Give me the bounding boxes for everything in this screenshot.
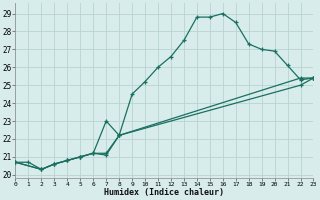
X-axis label: Humidex (Indice chaleur): Humidex (Indice chaleur) <box>105 188 225 197</box>
